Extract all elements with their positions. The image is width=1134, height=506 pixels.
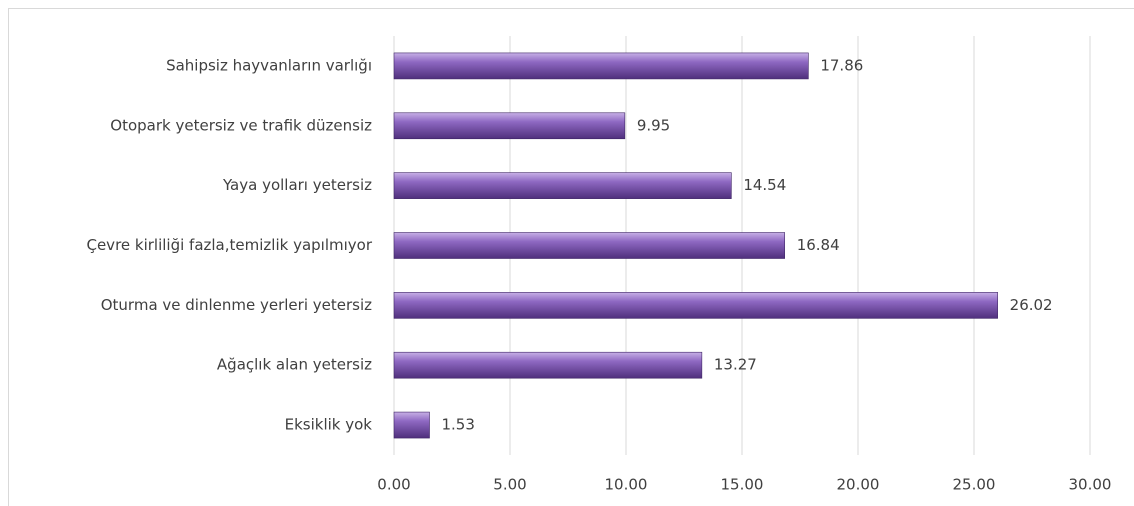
y-tick-label: Sahipsiz hayvanların varlığı — [166, 56, 372, 74]
bar — [393, 232, 785, 259]
y-tick-label: Eksiklik yok — [285, 416, 373, 434]
data-label: 16.84 — [797, 236, 840, 254]
data-label: 14.54 — [743, 176, 786, 194]
bar — [393, 52, 809, 80]
data-label: 1.53 — [441, 416, 474, 434]
bar — [393, 172, 732, 199]
bar — [393, 411, 430, 439]
y-tick-label: Otopark yetersiz ve trafik düzensiz — [110, 116, 372, 134]
bar — [393, 351, 703, 379]
bar — [393, 292, 998, 319]
y-tick-label: Yaya yolları yetersiz — [222, 176, 372, 194]
y-tick-label: Ağaçlık alan yetersiz — [217, 356, 372, 374]
x-tick-label: 30.00 — [1069, 476, 1112, 494]
x-tick-label: 5.00 — [493, 476, 526, 494]
bar — [393, 112, 626, 140]
x-tick-label: 15.00 — [721, 476, 764, 494]
x-tick-label: 20.00 — [837, 476, 880, 494]
data-label: 17.86 — [820, 56, 863, 74]
data-label: 9.95 — [637, 116, 670, 134]
data-label: 26.02 — [1010, 296, 1053, 314]
x-tick-label: 0.00 — [377, 476, 410, 494]
x-tick-label: 10.00 — [605, 476, 648, 494]
chart-frame — [8, 8, 1134, 506]
x-tick-label: 25.00 — [953, 476, 996, 494]
y-tick-label: Çevre kirliliği fazla,temizlik yapılmıyo… — [86, 236, 372, 254]
y-tick-label: Oturma ve dinlenme yerleri yetersiz — [101, 296, 372, 314]
data-label: 13.27 — [714, 356, 757, 374]
